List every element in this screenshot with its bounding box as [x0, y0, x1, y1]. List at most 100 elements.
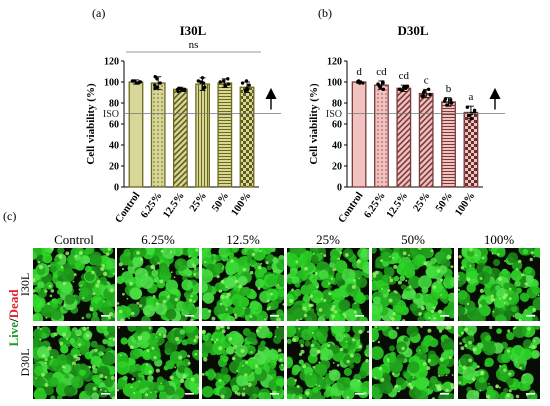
y-tick-label: 40	[332, 141, 342, 152]
y-tick-label: 60	[332, 120, 342, 131]
x-tick-label: 50%	[210, 190, 231, 214]
data-point	[376, 82, 380, 86]
data-point	[443, 97, 448, 101]
data-point	[226, 77, 230, 81]
iso-label: ISO	[103, 109, 119, 120]
data-point	[378, 85, 382, 89]
data-point	[448, 98, 453, 102]
x-tick-label: Control	[337, 190, 366, 225]
micrograph-tile-r2-c4	[287, 326, 369, 399]
data-point	[381, 80, 385, 84]
data-point	[155, 85, 160, 89]
bar-1	[150, 82, 166, 188]
data-point	[130, 79, 135, 83]
significance-letter: cd	[399, 70, 410, 82]
data-point	[421, 90, 426, 95]
scale-bar	[270, 393, 279, 395]
micrograph-tile-r1-c2	[117, 248, 199, 321]
column-header: 25%	[316, 232, 340, 247]
column-header: Control	[54, 232, 94, 247]
x-tick-label: 25%	[412, 190, 433, 214]
x-tick-label: 100%	[453, 190, 477, 218]
data-point	[466, 113, 471, 118]
bar-4	[441, 101, 456, 188]
data-point	[153, 75, 157, 79]
scale-bar	[526, 393, 535, 395]
data-point	[138, 80, 142, 84]
significance-letter: b	[446, 83, 452, 95]
x-tick-label: Control	[113, 190, 142, 225]
y-tick-label: 80	[109, 99, 119, 110]
y-tick-label: 60	[109, 120, 119, 131]
data-point	[218, 80, 222, 84]
scale-bar	[101, 393, 110, 395]
bar-2	[396, 87, 412, 188]
live-dead-label: Live/Dead	[6, 289, 21, 347]
bar-4	[217, 82, 233, 188]
significance-letter: cd	[376, 66, 387, 78]
micrograph-tile-r2-c1	[33, 326, 115, 399]
chart-title: I30L	[180, 23, 207, 38]
y-tick-label: 0	[337, 183, 342, 194]
micrograph-tile-r1-c5	[372, 248, 454, 321]
micrograph-tile-r1-c3	[202, 248, 284, 321]
y-tick-label: 80	[332, 99, 342, 110]
scale-bar	[526, 315, 535, 317]
column-header: 50%	[401, 232, 425, 247]
data-point	[176, 89, 180, 94]
data-point	[421, 93, 425, 98]
y-tick-label: 120	[104, 57, 119, 68]
data-point	[200, 76, 205, 80]
data-point	[403, 85, 408, 89]
data-point	[361, 81, 365, 85]
row-label: D30L	[18, 349, 32, 377]
data-point	[469, 117, 473, 121]
data-point	[428, 92, 432, 97]
y-tick-label: 100	[104, 78, 119, 89]
scale-bar	[440, 315, 449, 317]
data-point	[153, 83, 157, 87]
bar-1	[374, 84, 389, 188]
scale-bar	[355, 315, 364, 317]
data-point	[449, 101, 454, 105]
bar-2	[172, 88, 188, 188]
micrograph-tile-r1-c6	[458, 248, 540, 321]
micrograph-tile-r1-c4	[287, 248, 369, 321]
micrograph-tile-r2-c5	[372, 326, 454, 399]
significance-label: ns	[189, 39, 199, 51]
y-tick-label: 0	[114, 183, 119, 194]
x-tick-label: 12.5%	[385, 190, 411, 220]
panel-label-c: (c)	[3, 209, 16, 223]
data-point	[240, 81, 245, 85]
y-tick-label: 20	[332, 162, 342, 173]
significance-letter: a	[468, 91, 473, 103]
panel-label-a: (a)	[92, 6, 105, 20]
data-point	[199, 80, 203, 84]
data-point	[244, 79, 249, 83]
scale-bar	[440, 393, 449, 395]
data-point	[400, 88, 404, 93]
y-axis-label: Cell viability (%)	[85, 83, 97, 165]
y-tick-label: 120	[327, 57, 342, 68]
data-point	[177, 86, 181, 91]
scale-bar	[185, 393, 194, 395]
dead-label: Dead	[6, 289, 21, 319]
x-tick-label: 50%	[434, 190, 455, 214]
y-tick-label: 40	[109, 141, 119, 152]
significance-letter: d	[356, 66, 362, 78]
x-tick-label: 25%	[188, 190, 209, 214]
data-point	[221, 79, 226, 83]
panel-label-b: (b)	[318, 6, 332, 20]
chart-title: D30L	[397, 23, 428, 38]
x-tick-label: 6.25%	[139, 190, 165, 220]
data-point	[223, 84, 227, 88]
iso-label: ISO	[326, 109, 342, 120]
x-tick-label: 6.25%	[362, 190, 388, 220]
y-axis-label: Cell viability (%)	[308, 83, 320, 165]
micrograph-tile-r2-c6	[458, 326, 540, 399]
bar-3	[418, 92, 434, 188]
data-point	[158, 81, 162, 85]
data-point	[245, 87, 250, 92]
scale-bar	[101, 315, 110, 317]
scale-bar	[270, 315, 279, 317]
